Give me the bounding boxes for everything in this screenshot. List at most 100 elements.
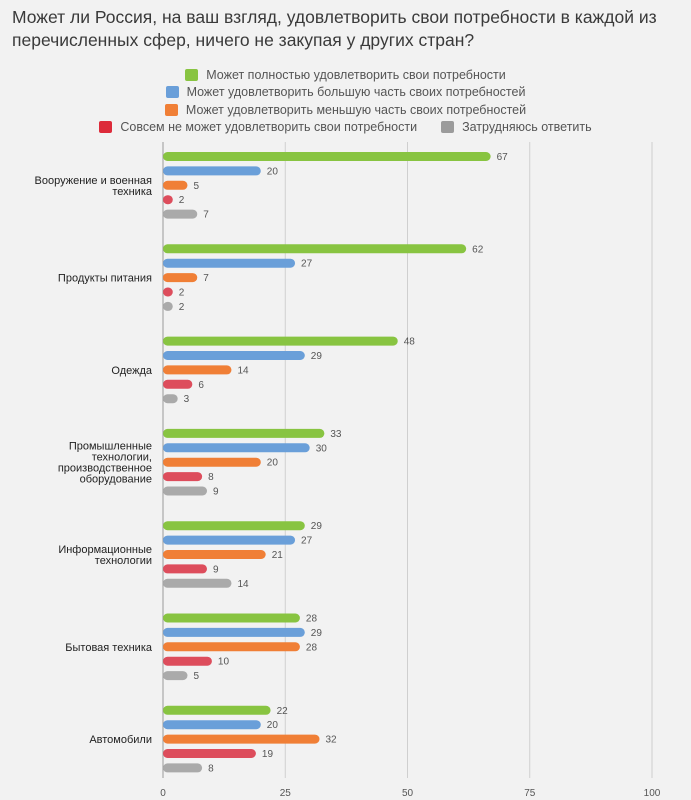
- x-tick-label-100: 100: [644, 788, 661, 799]
- value-label: 32: [325, 735, 337, 746]
- bar: [163, 671, 188, 681]
- value-label: 10: [218, 657, 230, 668]
- legend-label-none: Совсем не может удовлетворить свои потре…: [120, 120, 418, 135]
- bar: [163, 336, 398, 346]
- bar: [163, 152, 491, 161]
- value-label: 27: [301, 259, 313, 270]
- value-label: 20: [267, 720, 279, 731]
- value-label: 28: [306, 614, 318, 625]
- value-label: 2: [179, 302, 185, 313]
- legend-label-full: Может полностью удовлетворить свои потре…: [206, 67, 506, 82]
- bar: [163, 521, 305, 531]
- legend-item-less: Может удовлетворить меньшую часть своих …: [164, 102, 527, 117]
- x-tick-label-0: 0: [160, 788, 166, 799]
- value-label: 62: [472, 244, 484, 255]
- category-label: технологии,: [92, 452, 152, 464]
- legend-label-unsure: Затрудняюсь ответить: [462, 120, 592, 135]
- bar: [163, 394, 178, 404]
- bar: [163, 578, 232, 588]
- bar: [163, 195, 173, 205]
- value-label: 20: [267, 166, 279, 177]
- value-label: 29: [311, 351, 323, 362]
- value-label: 2: [179, 195, 185, 206]
- x-tick-label-75: 75: [524, 788, 536, 799]
- value-label: 5: [193, 181, 199, 192]
- bar: [163, 443, 310, 453]
- x-tick-label-25: 25: [280, 788, 292, 799]
- bar: [163, 535, 296, 545]
- bar: [163, 209, 198, 219]
- category-label: Вооружение и военная: [35, 175, 152, 187]
- legend-swatch-full: [185, 68, 199, 81]
- category-label: Промышленные: [69, 441, 152, 453]
- value-label: 19: [262, 749, 274, 760]
- x-tick-label-50: 50: [402, 788, 414, 799]
- legend-item-none: Совсем не может удовлетворить свои потре…: [99, 120, 417, 134]
- value-label: 29: [311, 521, 323, 532]
- bar: [163, 379, 193, 389]
- category-label: Одежда: [111, 365, 153, 377]
- value-label: 3: [184, 394, 190, 405]
- bar: [163, 365, 232, 375]
- value-label: 22: [277, 706, 289, 717]
- value-label: 33: [330, 429, 342, 440]
- bar: [163, 705, 271, 715]
- bar: [163, 287, 173, 297]
- category-label: Информационные: [58, 544, 152, 556]
- bar: [163, 749, 256, 758]
- value-label: 5: [193, 671, 199, 682]
- legend-item-most: Может удовлетворить большую часть своих …: [165, 85, 525, 99]
- legend-item-full: Может полностью удовлетворить свои потре…: [185, 68, 506, 82]
- value-label: 30: [316, 443, 328, 454]
- value-label: 48: [404, 337, 416, 348]
- legend-swatch-none: [99, 121, 113, 134]
- chart-title: Может ли Россия, на ваш взгляд, удовлетв…: [12, 7, 657, 50]
- bar: [163, 656, 212, 666]
- value-label: 14: [237, 579, 249, 590]
- bar: [163, 351, 305, 360]
- bar: [163, 734, 320, 744]
- legend: Может полностью удовлетворить свои потре…: [0, 66, 691, 136]
- bar: [163, 627, 305, 637]
- bar: [163, 613, 300, 623]
- bar: [163, 486, 208, 496]
- category-label: Продукты питания: [58, 273, 152, 285]
- value-label: 6: [198, 380, 204, 391]
- category-label: оборудование: [80, 474, 152, 486]
- legend-swatch-most: [165, 86, 179, 99]
- value-label: 27: [301, 536, 313, 547]
- bar: [163, 642, 300, 652]
- category-label: Автомобили: [89, 734, 152, 746]
- bar: [163, 166, 261, 176]
- category-label: техника: [112, 186, 153, 198]
- bar: [163, 457, 261, 467]
- value-label: 8: [208, 763, 214, 774]
- value-label: 67: [497, 152, 509, 163]
- value-label: 7: [203, 210, 209, 221]
- value-label: 20: [267, 458, 279, 469]
- bar: [163, 301, 173, 311]
- category-label: производственное: [58, 463, 152, 475]
- bar: [163, 550, 266, 559]
- value-label: 9: [213, 487, 219, 498]
- value-label: 7: [203, 273, 209, 284]
- value-label: 29: [311, 628, 323, 639]
- legend-item-unsure: Затрудняюсь ответить: [441, 120, 592, 134]
- value-label: 28: [306, 642, 318, 653]
- bar: [163, 472, 203, 482]
- legend-swatch-less: [164, 103, 178, 116]
- value-label: 9: [213, 564, 219, 575]
- bar: [163, 428, 325, 438]
- bar: [163, 258, 296, 268]
- legend-label-less: Может удовлетворить меньшую часть своих …: [185, 102, 527, 117]
- value-label: 2: [179, 288, 185, 299]
- bar: [163, 273, 198, 283]
- bar: [163, 763, 203, 773]
- category-label: технологии: [95, 555, 152, 567]
- category-label: Бытовая техника: [65, 642, 153, 654]
- bar: [163, 564, 208, 574]
- value-label: 8: [208, 472, 214, 483]
- value-label: 21: [272, 550, 284, 561]
- value-label: 14: [237, 365, 249, 376]
